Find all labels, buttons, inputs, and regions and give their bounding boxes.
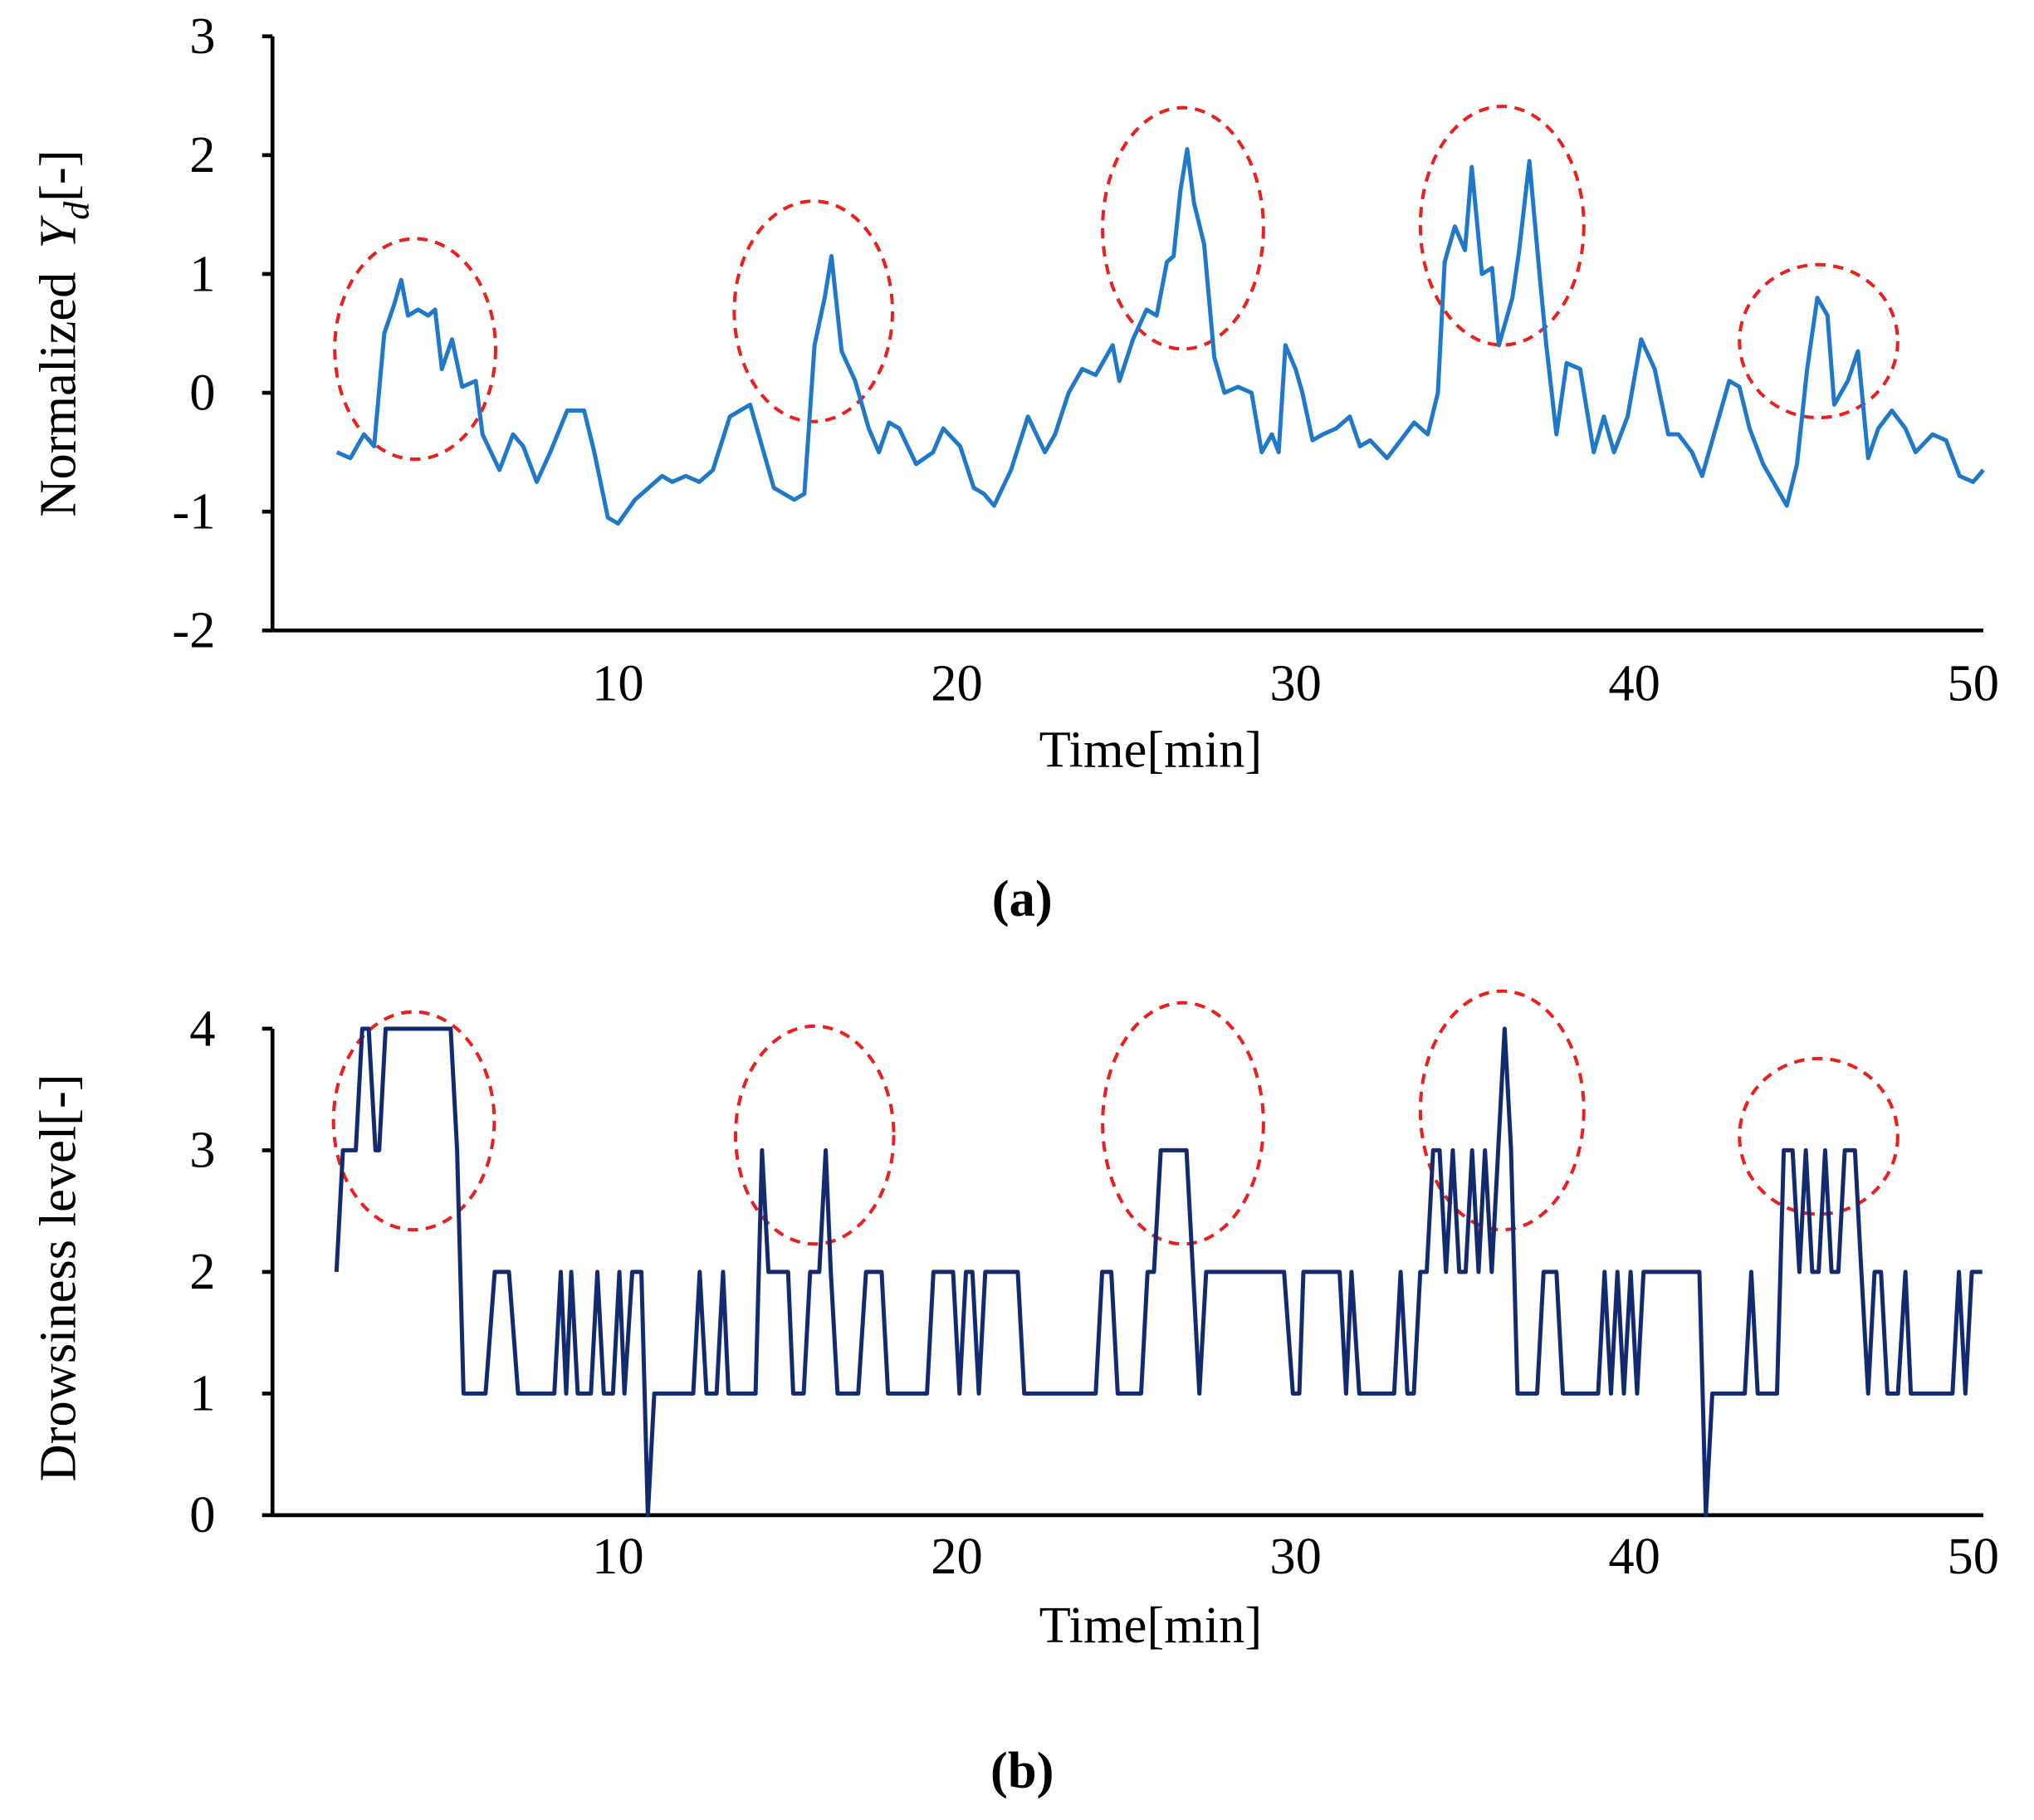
y-axis-label-part: Y <box>29 215 87 249</box>
data-line <box>335 147 1985 526</box>
y-axis-label: Drowsiness level[-] <box>29 1074 87 1481</box>
data-line <box>334 1026 1983 1518</box>
y-axis-label-part: [-] <box>29 149 87 201</box>
highlight-ellipse <box>333 237 497 462</box>
x-axis-label: Time[min] <box>1039 720 1262 778</box>
x-tick-label: 10 <box>592 1527 643 1585</box>
x-tick-label: 50 <box>1947 654 1998 712</box>
highlight-ellipse <box>1738 1056 1900 1216</box>
x-axis-label: Time[min] <box>1039 1596 1262 1654</box>
x-tick-label: 50 <box>1947 1527 1998 1585</box>
y-axis-label: Normalized Yd[-] <box>29 149 97 516</box>
highlight-ellipse <box>732 199 895 423</box>
y-tick-label: 2 <box>189 125 215 183</box>
x-tick-label: 30 <box>1269 1527 1321 1585</box>
y-tick-label: 3 <box>189 1121 215 1179</box>
y-tick-label: 1 <box>189 1364 215 1422</box>
y-tick-label: -2 <box>172 601 215 659</box>
highlight-ellipse <box>1101 1001 1265 1246</box>
x-tick-label: 40 <box>1608 654 1660 712</box>
annotations <box>331 105 1900 1246</box>
x-tick-label: 10 <box>592 654 643 712</box>
x-tick-label: 40 <box>1608 1527 1660 1585</box>
y-axis-label-part: Normalized <box>29 272 87 517</box>
caption: (b) <box>990 1741 1054 1799</box>
y-tick-label: -1 <box>172 482 215 541</box>
highlight-ellipse <box>1418 105 1586 347</box>
y-tick-label: 3 <box>189 7 215 65</box>
y-tick-label: 2 <box>189 1242 215 1300</box>
highlight-ellipse <box>1738 262 1900 420</box>
y-tick-label: 0 <box>189 1485 215 1544</box>
y-tick-label: 4 <box>189 999 215 1057</box>
caption: (a) <box>992 869 1053 927</box>
x-tick-label: 20 <box>931 1527 982 1585</box>
highlight-ellipse <box>331 1010 496 1232</box>
x-tick-label: 30 <box>1269 654 1321 712</box>
highlight-ellipse <box>1418 989 1586 1232</box>
y-tick-label: 0 <box>189 363 215 421</box>
highlight-ellipse <box>733 1024 896 1246</box>
y-axis-label-part: Drowsiness level[-] <box>29 1074 87 1481</box>
x-tick-label: 20 <box>931 654 982 712</box>
highlight-ellipse <box>1101 105 1265 351</box>
y-axis-label-part: d <box>56 202 96 220</box>
y-tick-label: 1 <box>189 244 215 302</box>
